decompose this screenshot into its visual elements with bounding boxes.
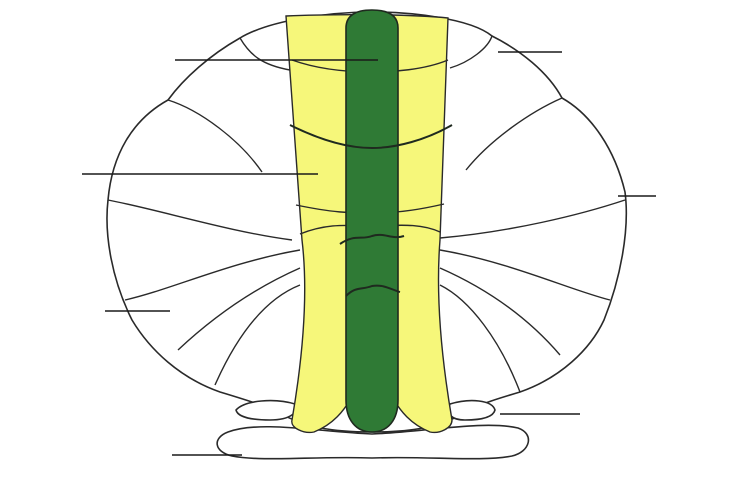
lobule-fold-left-4 <box>124 249 301 301</box>
lobule-fold-left-6 <box>214 284 301 386</box>
horizontal-fissure <box>339 233 405 245</box>
lobule-fold-right-4 <box>439 249 611 301</box>
vermis-zone <box>345 9 399 433</box>
lobule-fold-right-1 <box>449 35 493 69</box>
flocculus-left <box>235 399 297 421</box>
lobule-fold-left-3 <box>107 199 293 241</box>
lobule-fold-right-2 <box>465 97 563 171</box>
lobule-fold-right-5 <box>439 267 561 356</box>
flocculus-right <box>447 399 496 421</box>
lobule-fold-right-6 <box>439 284 521 393</box>
lobule-fold-left-1 <box>239 37 291 71</box>
lobule-fold-left-5 <box>177 267 301 351</box>
lobule-fold-right-3 <box>439 199 626 239</box>
lobule-fold-left-2 <box>167 99 263 173</box>
primary-fissure <box>289 124 453 150</box>
secondary-fissure <box>345 284 401 297</box>
brainstem-base <box>216 424 530 460</box>
